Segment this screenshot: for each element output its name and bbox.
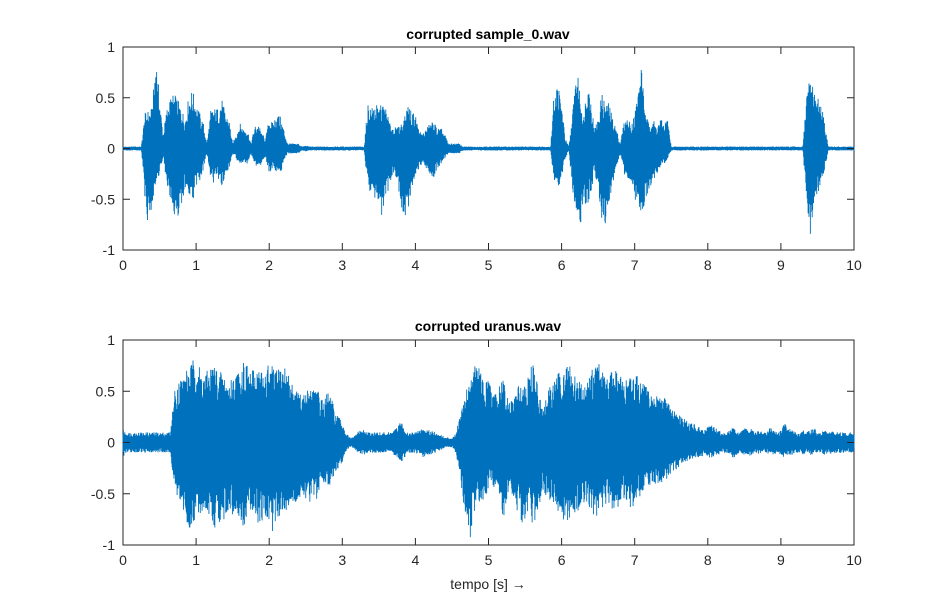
x-tick-label: 0	[119, 552, 127, 568]
y-tick-label: 0	[107, 435, 115, 451]
x-tick-label: 1	[192, 552, 200, 568]
subplot-2: corrupted uranus.wav 0 1 2 3 4 5 6 7 8 9 10 -1-0.5…	[91, 318, 862, 568]
subplot-2-yticks: -1 -0.5 0 0.5 1	[91, 332, 854, 553]
subplot-2-waveform	[122, 360, 855, 538]
x-tick-label: 2	[265, 552, 273, 568]
y-tick-label: 0.5	[96, 383, 116, 399]
y-tick-label: 1	[107, 332, 115, 348]
subplot-1: corrupted sample_0.wav 0 1 2 3 4 5 6 7 8 9 10 -1-0…	[91, 26, 862, 273]
subplot-1-title: corrupted sample_0.wav	[406, 26, 570, 42]
y-tick-label: -0.5	[91, 486, 115, 502]
x-tick-label: 9	[777, 552, 785, 568]
x-tick-label: 7	[631, 257, 639, 273]
x-axis-label: tempo [s] →	[450, 576, 525, 592]
x-tick-label: 6	[558, 552, 566, 568]
y-tick-label: -1	[103, 242, 116, 258]
subplot-1-yticks: -1 -0.5 0 0.5 1	[91, 39, 854, 258]
x-tick-label: 5	[485, 552, 493, 568]
x-tick-label: 10	[846, 552, 862, 568]
x-tick-label: 6	[558, 257, 566, 273]
x-tick-label: 1	[192, 257, 200, 273]
y-tick-label: -1	[103, 537, 116, 553]
waveform-line	[122, 360, 855, 538]
x-tick-label: 7	[631, 552, 639, 568]
x-tick-label: 10	[846, 257, 862, 273]
subplot-2-title: corrupted uranus.wav	[415, 318, 561, 334]
subplot-1-xticks: 0 1 2 3 4 5 6 7 8 9 10	[119, 47, 862, 273]
y-tick-label: 0	[107, 141, 115, 157]
x-tick-label: 4	[412, 257, 420, 273]
subplot-2-xticks: 0 1 2 3 4 5 6 7 8 9 10	[119, 340, 862, 568]
y-tick-label: 1	[107, 39, 115, 55]
x-tick-label: 4	[412, 552, 420, 568]
x-tick-label: 0	[119, 257, 127, 273]
x-tick-label: 9	[777, 257, 785, 273]
x-tick-label: 5	[485, 257, 493, 273]
x-tick-label: 3	[338, 552, 346, 568]
x-tick-label: 8	[704, 257, 712, 273]
y-tick-label: 0.5	[96, 90, 116, 106]
x-tick-label: 3	[338, 257, 346, 273]
x-tick-label: 8	[704, 552, 712, 568]
y-tick-label: -0.5	[91, 191, 115, 207]
x-tick-label: 2	[265, 257, 273, 273]
